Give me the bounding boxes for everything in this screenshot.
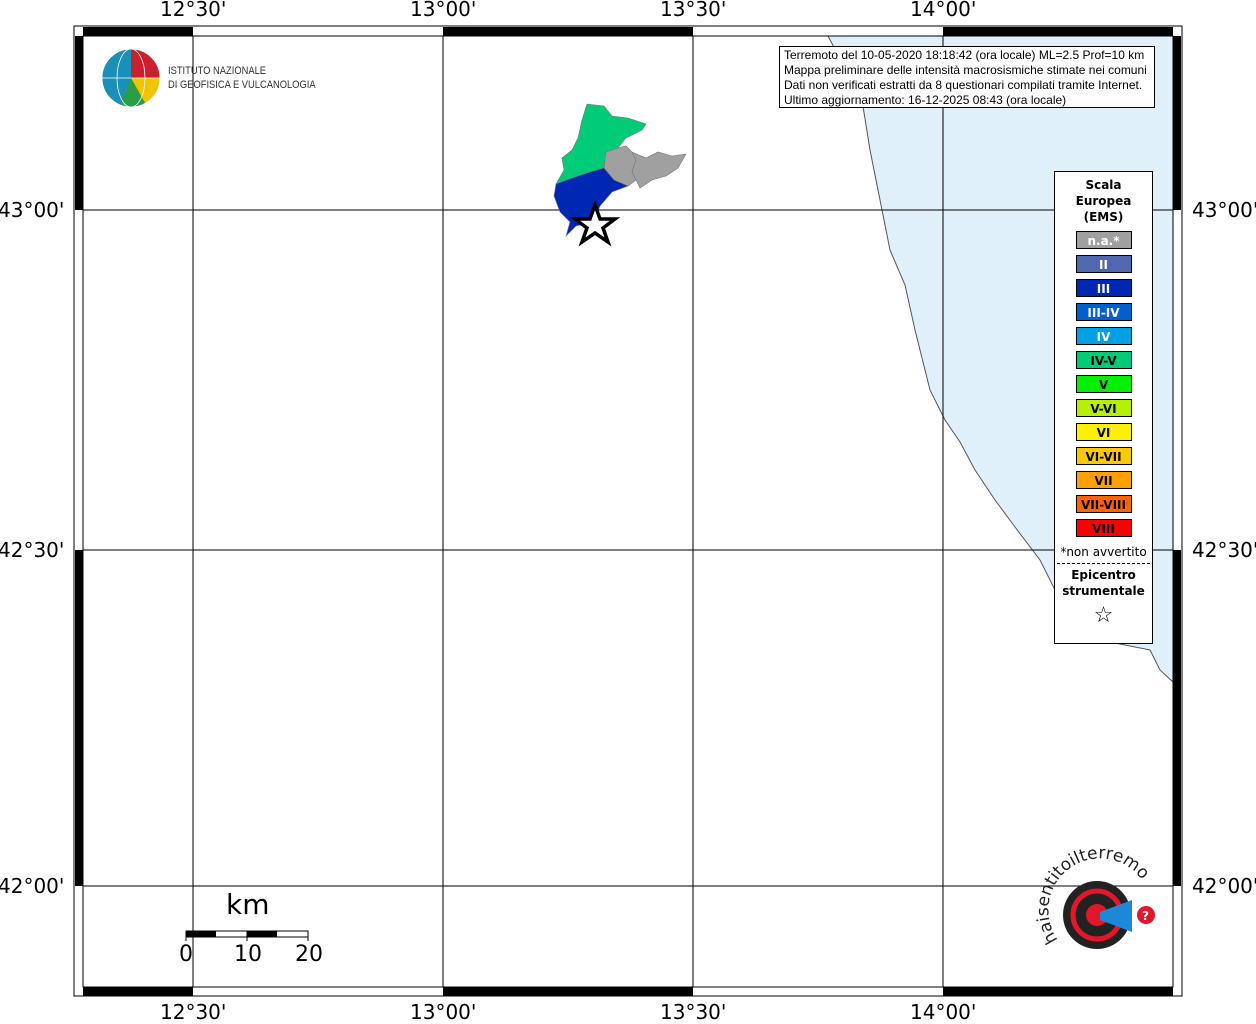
scale-tick-label: 20	[295, 942, 323, 967]
legend-swatch-vii-viii: VII-VIII	[1075, 495, 1132, 513]
ingv-logo	[101, 48, 161, 108]
legend-swatch-iv-v: IV-V	[1075, 351, 1132, 369]
epicenter-star	[569, 199, 621, 247]
lon-label-bottom-1330: 13°30'	[660, 1000, 727, 1024]
municipality-na-2	[631, 151, 687, 189]
event-info-box: Terremoto del 10-05-2020 18:18:42 (ora l…	[779, 46, 1155, 108]
legend-swatch-v: V	[1075, 375, 1132, 393]
map-frame-ticks	[75, 27, 1181, 996]
legend-swatch-na: n.a.*	[1075, 231, 1132, 249]
scale-tick-label: 0	[179, 942, 193, 967]
ingv-name-line2: DI GEOFISICA E VULCANOLOGIA	[168, 79, 316, 91]
not-felt-note: *non avvertito	[1060, 545, 1147, 559]
legend-swatch-ii: II	[1075, 255, 1132, 273]
legend-divider	[1057, 563, 1150, 564]
legend-swatch-viii: VIII	[1075, 519, 1132, 537]
lon-label-top-1230: 12°30'	[160, 0, 227, 21]
legend-swatch-v-vi: V-VI	[1075, 399, 1132, 417]
lon-label-top-1300: 13°00'	[410, 0, 477, 21]
epicenter-label-line: Epicentro	[1071, 568, 1136, 582]
scale-tick-label: 10	[234, 942, 262, 967]
scale-unit: km	[226, 888, 270, 921]
graticule	[83, 36, 1173, 987]
event-info-line: Ultimo aggiornamento: 16-12-2025 08:43 (…	[784, 93, 1067, 107]
epicenter-label-line: strumentale	[1062, 584, 1145, 598]
lon-label-bottom-1230: 12°30'	[160, 1000, 227, 1024]
event-info-line: Terremoto del 10-05-2020 18:18:42 (ora l…	[784, 48, 1145, 62]
lat-label-left-4200: 42°00'	[0, 874, 65, 898]
lon-label-bottom-1300: 13°00'	[410, 1000, 477, 1024]
legend-swatch-iv: IV	[1075, 327, 1132, 345]
lat-label-left-4230: 42°30'	[0, 538, 65, 562]
legend-swatch-vii: VII	[1075, 471, 1132, 489]
intensity-legend: Scala Europea (EMS) n.a.* II III III-IV IV IV…	[1054, 171, 1153, 644]
ingv-name: ISTITUTO NAZIONALE DI GEOFISICA E VULCAN…	[168, 64, 316, 92]
lat-label-right-4300: 43°00'	[1192, 198, 1256, 222]
legend-title-line: Scala	[1085, 178, 1122, 192]
lat-label-right-4230: 42°30'	[1192, 538, 1256, 562]
lon-label-top-1330: 13°30'	[660, 0, 727, 21]
lon-label-bottom-1400: 14°00'	[910, 1000, 977, 1024]
legend-swatch-iii: III	[1075, 279, 1132, 297]
legend-swatches: n.a.* II III III-IV IV IV-V V V-VI VI VI-VII VII VI…	[1055, 231, 1152, 537]
event-info-line: Dati non verificati estratti da 8 questi…	[784, 78, 1143, 92]
scale-bar	[185, 930, 309, 941]
legend-title-line: Europea	[1075, 194, 1132, 208]
svg-text:?: ?	[1142, 909, 1149, 923]
event-info-line: Mappa preliminare delle intensità macros…	[784, 63, 1147, 77]
legend-title-line: (EMS)	[1083, 210, 1124, 224]
legend-swatch-vi-vii: VI-VII	[1075, 447, 1132, 465]
legend-swatch-vi: VI	[1075, 423, 1132, 441]
ingv-name-line1: ISTITUTO NAZIONALE	[168, 65, 267, 77]
legend-swatch-iii-iv: III-IV	[1075, 303, 1132, 321]
legend-title: Scala Europea (EMS)	[1055, 177, 1152, 225]
lat-label-right-4200: 42°00'	[1192, 874, 1256, 898]
lon-label-top-1400: 14°00'	[910, 0, 977, 21]
lat-label-left-4300: 43°00'	[0, 198, 65, 222]
epicenter-star-icon: ☆	[1093, 603, 1114, 628]
